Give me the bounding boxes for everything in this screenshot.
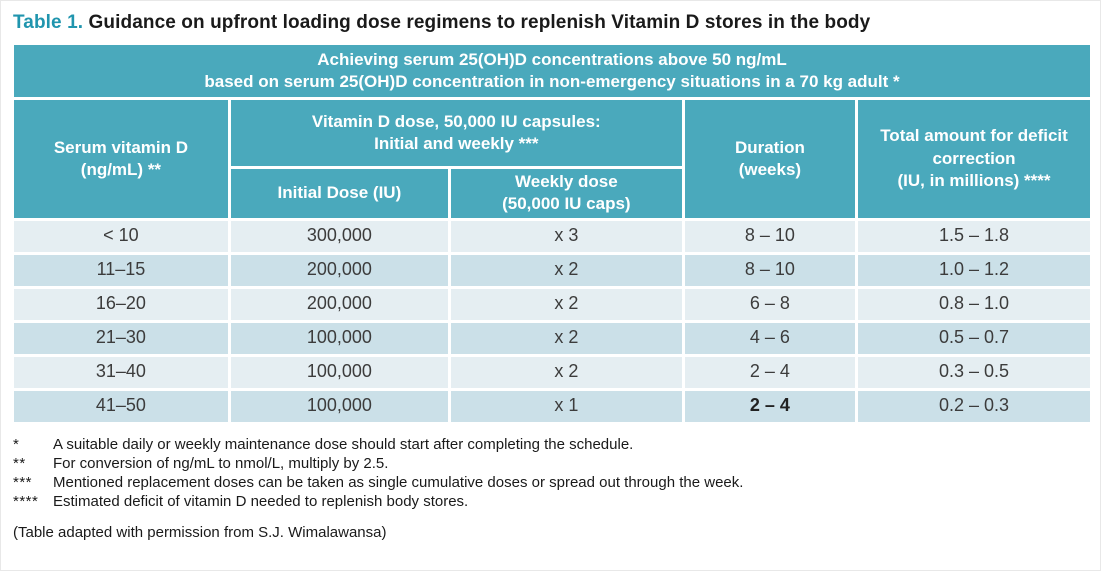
- duration-header-line-2: (weeks): [738, 159, 802, 179]
- footnotes: * A suitable daily or weekly maintenance…: [13, 435, 1100, 512]
- footnote-text: Mentioned replacement doses can be taken…: [53, 474, 744, 492]
- cell-weekly-dose: x 2: [450, 288, 682, 320]
- cell-total-amount: 0.2 – 0.3: [858, 390, 1090, 422]
- cell-serum-range: 11–15: [14, 254, 228, 286]
- cell-initial-dose: 100,000: [230, 356, 448, 388]
- cell-duration: 2 – 4: [684, 390, 856, 422]
- cell-duration: 6 – 8: [684, 288, 856, 320]
- cell-serum-range: < 10: [14, 220, 228, 252]
- cell-weekly-dose: x 2: [450, 356, 682, 388]
- table-row: 31–40 100,000 x 2 2 – 4 0.3 – 0.5: [14, 356, 1090, 388]
- cell-initial-dose: 100,000: [230, 390, 448, 422]
- duration-header-line-1: Duration: [734, 137, 805, 157]
- footnote-marker: ***: [13, 474, 33, 492]
- footnote-marker: ****: [13, 493, 39, 511]
- table-number-label: Table 1.: [13, 12, 84, 33]
- cell-initial-dose: 200,000: [230, 254, 448, 286]
- footnote: * A suitable daily or weekly maintenance…: [13, 435, 1100, 454]
- table-row: 11–15 200,000 x 2 8 – 10 1.0 – 1.2: [14, 254, 1090, 286]
- cell-duration: 2 – 4: [684, 356, 856, 388]
- total-header-line-3: (IU, in millions) ****: [897, 171, 1051, 191]
- cell-total-amount: 1.0 – 1.2: [858, 254, 1090, 286]
- cell-weekly-dose: x 1: [450, 390, 682, 422]
- footnote-text: Estimated deficit of vitamin D needed to…: [53, 493, 469, 511]
- serum-header-line-1: Serum vitamin D: [53, 137, 188, 157]
- footnote-marker: *: [13, 435, 20, 453]
- total-header-line-2: correction: [932, 148, 1016, 168]
- cell-serum-range: 31–40: [14, 356, 228, 388]
- dose-group-line-1: Vitamin D dose, 50,000 IU capsules:: [311, 111, 601, 131]
- column-header-duration: Duration (weeks): [684, 100, 856, 218]
- footnote-text: For conversion of ng/mL to nmol/L, multi…: [53, 455, 389, 473]
- column-header-weekly-dose: Weekly dose (50,000 IU caps): [450, 169, 682, 218]
- footnote-marker: **: [13, 455, 26, 473]
- cell-duration: 4 – 6: [684, 322, 856, 354]
- table-row: 21–30 100,000 x 2 4 – 6 0.5 – 0.7: [14, 322, 1090, 354]
- table-title-text: Guidance on upfront loading dose regimen…: [88, 12, 871, 33]
- weekly-header-line-2: (50,000 IU caps): [502, 194, 631, 214]
- footnote-text: A suitable daily or weekly maintenance d…: [53, 435, 634, 453]
- serum-header-line-2: (ng/mL) **: [80, 159, 162, 179]
- cell-weekly-dose: x 3: [450, 220, 682, 252]
- table-row: < 10 300,000 x 3 8 – 10 1.5 – 1.8: [14, 220, 1090, 252]
- cell-total-amount: 0.5 – 0.7: [858, 322, 1090, 354]
- banner-line-2: based on serum 25(OH)D concentration in …: [204, 72, 900, 91]
- column-header-dose-group: Vitamin D dose, 50,000 IU capsules: Init…: [230, 100, 682, 166]
- cell-total-amount: 0.8 – 1.0: [858, 288, 1090, 320]
- vitamin-d-dose-table: Achieving serum 25(OH)D concentrations a…: [11, 42, 1093, 425]
- footnote: ** For conversion of ng/mL to nmol/L, mu…: [13, 454, 1100, 473]
- cell-serum-range: 41–50: [14, 390, 228, 422]
- total-header-line-1: Total amount for deficit: [880, 126, 1068, 146]
- column-header-serum-vitamin-d: Serum vitamin D (ng/mL) **: [14, 100, 228, 218]
- column-header-initial-dose: Initial Dose (IU): [230, 169, 448, 218]
- weekly-header-line-1: Weekly dose: [515, 172, 618, 191]
- footnote: **** Estimated deficit of vitamin D need…: [13, 492, 1100, 511]
- cell-weekly-dose: x 2: [450, 254, 682, 286]
- banner-line-1: Achieving serum 25(OH)D concentrations a…: [317, 49, 787, 69]
- cell-duration: 8 – 10: [684, 220, 856, 252]
- table-row: 41–50 100,000 x 1 2 – 4 0.2 – 0.3: [14, 390, 1090, 422]
- cell-duration: 8 – 10: [684, 254, 856, 286]
- cell-initial-dose: 100,000: [230, 322, 448, 354]
- table-row: 16–20 200,000 x 2 6 – 8 0.8 – 1.0: [14, 288, 1090, 320]
- cell-total-amount: 1.5 – 1.8: [858, 220, 1090, 252]
- column-header-total-amount: Total amount for deficit correction (IU,…: [858, 100, 1090, 218]
- page-title: Table 1. Guidance on upfront loading dos…: [13, 12, 1100, 34]
- attribution-line: (Table adapted with permission from S.J.…: [13, 523, 387, 541]
- table-banner: Achieving serum 25(OH)D concentrations a…: [14, 45, 1090, 97]
- cell-initial-dose: 200,000: [230, 288, 448, 320]
- dose-group-line-2: Initial and weekly ***: [374, 134, 539, 153]
- cell-serum-range: 16–20: [14, 288, 228, 320]
- cell-initial-dose: 300,000: [230, 220, 448, 252]
- cell-weekly-dose: x 2: [450, 322, 682, 354]
- cell-serum-range: 21–30: [14, 322, 228, 354]
- cell-total-amount: 0.3 – 0.5: [858, 356, 1090, 388]
- footnote: *** Mentioned replacement doses can be t…: [13, 473, 1100, 492]
